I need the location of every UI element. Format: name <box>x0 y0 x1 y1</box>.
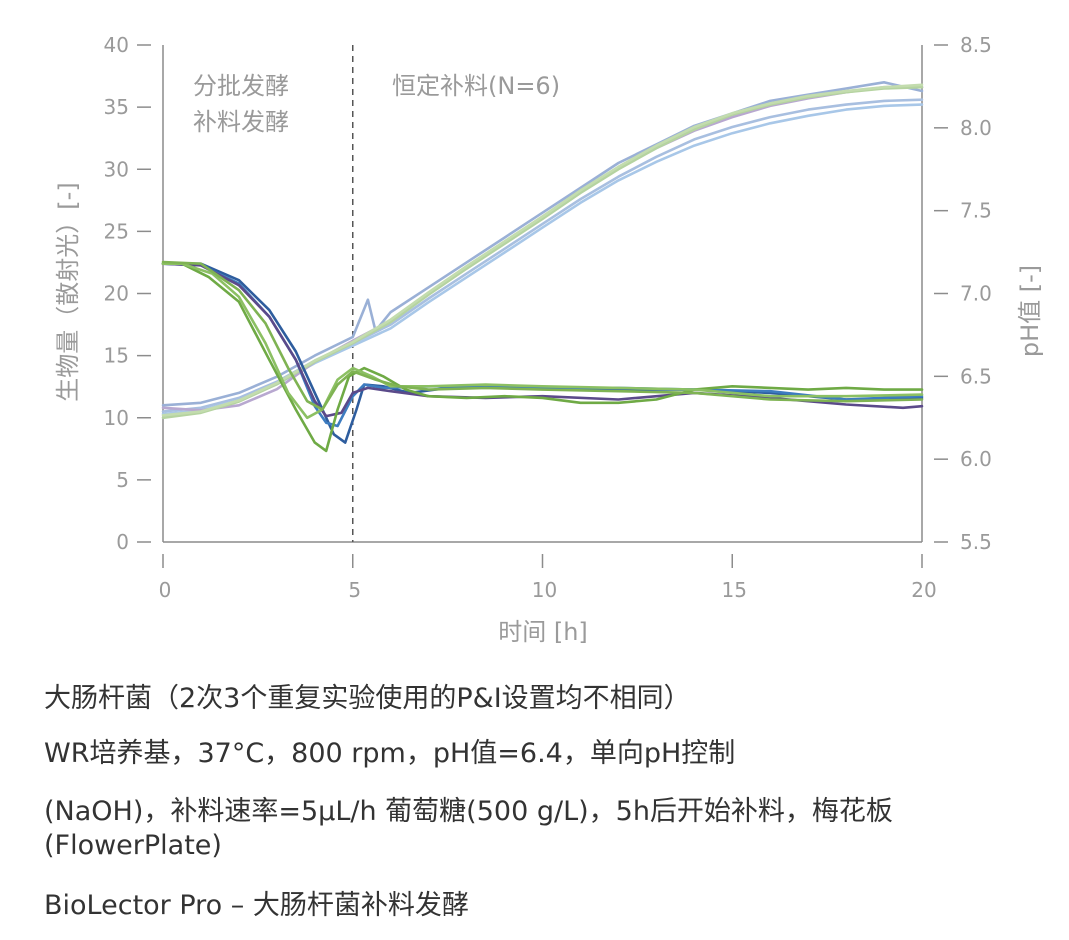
biomass-series-line-5 <box>161 83 924 417</box>
y-axis-title: 生物量（散射光）[-] <box>54 182 82 401</box>
annotation-fed-batch: 补料发酵 <box>193 108 289 136</box>
annotation-constant-feed: 恒定补料(N=6) <box>392 72 560 100</box>
x-tick-label: 0 <box>159 578 172 602</box>
caption-organism: 大肠杆菌（2次3个重复实验使用的P&I设置均不相同） <box>44 683 691 714</box>
y2-tick-label: 8.5 <box>960 33 992 57</box>
ph-series-line-11 <box>161 260 924 411</box>
caption-feed: (NaOH)，补料速率=5μL/h 葡萄糖(500 g/L)，5h后开始补料，梅… <box>44 796 893 861</box>
chart-labels: 时间 [h] 生物量（散射光）[-] pH值 [-] 分批发酵 补料发酵 恒定补… <box>54 72 1044 646</box>
y-tick-label: 20 <box>104 282 129 306</box>
y-tick-label: 40 <box>104 33 129 57</box>
biomass-series-line-1 <box>161 98 924 413</box>
y-tick-label: 0 <box>116 530 129 554</box>
y2-tick-label: 7.0 <box>960 282 992 306</box>
annotation-batch: 分批发酵 <box>193 72 289 100</box>
y-tick-label: 25 <box>104 219 129 243</box>
y2-tick-label: 5.5 <box>960 530 992 554</box>
y-tick-label: 15 <box>104 344 129 368</box>
y-tick-label: 5 <box>116 468 129 492</box>
axes: 0 5 10 15 20 25 30 35 40 5.5 6.0 6.5 7.0 7.5 8.0 8.5 0 5 1… <box>104 33 992 602</box>
y-tick-label: 35 <box>104 95 129 119</box>
fermentation-chart: 0 5 10 15 20 25 30 35 40 5.5 6.0 6.5 7.0 7.5 8.0 8.5 0 5 1… <box>54 33 1044 646</box>
y-tick-label: 30 <box>104 157 129 181</box>
ph-series-line-6 <box>161 262 924 444</box>
y2-tick-label: 6.0 <box>960 447 992 471</box>
y2-tick-label: 7.5 <box>960 199 992 223</box>
caption-conditions: WR培养基，37°C，800 rpm，pH值=6.4，单向pH控制 <box>44 738 736 769</box>
series-lines <box>161 81 924 453</box>
y2-tick-label: 8.0 <box>960 116 992 140</box>
x-axis-title: 时间 [h] <box>498 618 588 646</box>
x-tick-label: 10 <box>532 578 557 602</box>
x-tick-label: 15 <box>722 578 747 602</box>
ph-series-line-8 <box>161 262 924 418</box>
y-tick-label: 10 <box>104 406 129 430</box>
ph-series-line-9 <box>161 262 924 453</box>
ph-series-line-10 <box>161 262 924 420</box>
y2-tick-label: 6.5 <box>960 364 992 388</box>
y2-axis-title: pH值 [-] <box>1016 265 1044 357</box>
caption-title: BioLector Pro – 大肠杆菌补料发酵 <box>44 890 469 921</box>
x-tick-label: 5 <box>348 578 361 602</box>
x-tick-label: 20 <box>911 578 936 602</box>
